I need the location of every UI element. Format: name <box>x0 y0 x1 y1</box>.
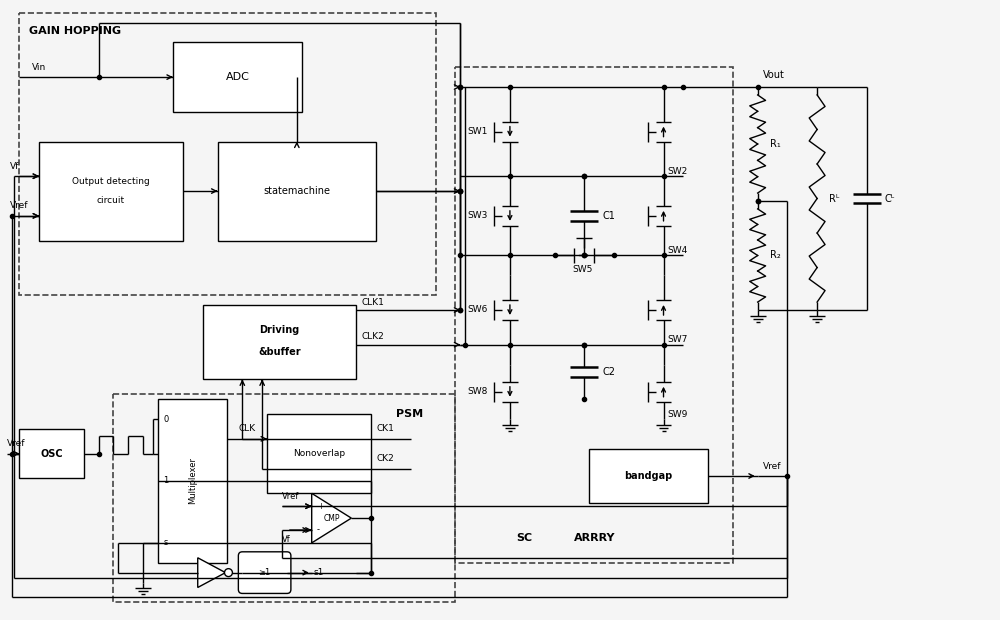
Text: SW4: SW4 <box>667 246 688 255</box>
Text: C1: C1 <box>602 211 615 221</box>
Text: ADC: ADC <box>225 72 249 82</box>
Text: ARRRY: ARRRY <box>574 533 616 543</box>
Text: circuit: circuit <box>97 197 125 205</box>
Circle shape <box>224 569 232 577</box>
Bar <box>39 141 183 241</box>
FancyBboxPatch shape <box>238 552 291 593</box>
Text: CLK: CLK <box>239 425 256 433</box>
Bar <box>19 12 436 295</box>
Text: CLK1: CLK1 <box>361 298 384 306</box>
Text: +: + <box>317 502 324 511</box>
Bar <box>218 141 376 241</box>
Text: SW6: SW6 <box>468 306 488 314</box>
Bar <box>455 67 733 563</box>
Text: bandgap: bandgap <box>625 471 673 481</box>
Text: GAIN HOPPING: GAIN HOPPING <box>29 25 121 35</box>
Text: CK1: CK1 <box>376 425 394 433</box>
Text: C2: C2 <box>602 367 615 377</box>
Text: SW9: SW9 <box>667 410 688 418</box>
Text: OSC: OSC <box>40 449 63 459</box>
Text: SW5: SW5 <box>572 265 592 274</box>
Bar <box>203 305 356 379</box>
Text: PSM: PSM <box>396 409 423 419</box>
Text: Vref: Vref <box>282 492 299 501</box>
Text: Cᴸ: Cᴸ <box>885 193 895 203</box>
Text: 1: 1 <box>163 476 169 485</box>
Text: Vref: Vref <box>9 202 28 210</box>
Text: SC: SC <box>517 533 533 543</box>
Text: Vref: Vref <box>763 461 781 471</box>
Text: Vf: Vf <box>9 162 19 170</box>
Text: SW1: SW1 <box>468 127 488 136</box>
Bar <box>173 42 302 112</box>
Text: Vout: Vout <box>763 70 785 80</box>
Text: statemachine: statemachine <box>263 186 330 196</box>
Text: R₁: R₁ <box>770 139 780 149</box>
Text: Nonoverlap: Nonoverlap <box>293 450 345 458</box>
Text: Multiplexer: Multiplexer <box>188 458 197 505</box>
Bar <box>113 394 455 603</box>
Text: Rᴸ: Rᴸ <box>829 193 839 203</box>
Text: Output detecting: Output detecting <box>72 177 150 185</box>
Text: CLK2: CLK2 <box>361 332 384 341</box>
Text: SW7: SW7 <box>667 335 688 344</box>
Polygon shape <box>312 494 351 543</box>
Text: CMP: CMP <box>323 513 340 523</box>
Text: R₂: R₂ <box>770 250 780 260</box>
Text: 0: 0 <box>163 415 169 423</box>
Text: CK2: CK2 <box>376 454 394 463</box>
Text: &buffer: &buffer <box>258 347 301 357</box>
Text: SW2: SW2 <box>667 167 688 175</box>
Text: s1: s1 <box>314 568 324 577</box>
Text: Vref: Vref <box>6 440 25 448</box>
Text: Driving: Driving <box>259 326 300 335</box>
Bar <box>158 399 227 563</box>
Polygon shape <box>198 558 225 588</box>
Bar <box>267 414 371 494</box>
Text: Vf: Vf <box>282 536 291 544</box>
Text: ≥1: ≥1 <box>258 568 270 577</box>
Bar <box>19 429 84 479</box>
Text: -: - <box>317 526 320 534</box>
Text: SW3: SW3 <box>468 211 488 220</box>
Text: s: s <box>164 538 168 547</box>
Bar <box>589 449 708 503</box>
Text: Vin: Vin <box>32 63 46 72</box>
Text: SW8: SW8 <box>468 388 488 396</box>
